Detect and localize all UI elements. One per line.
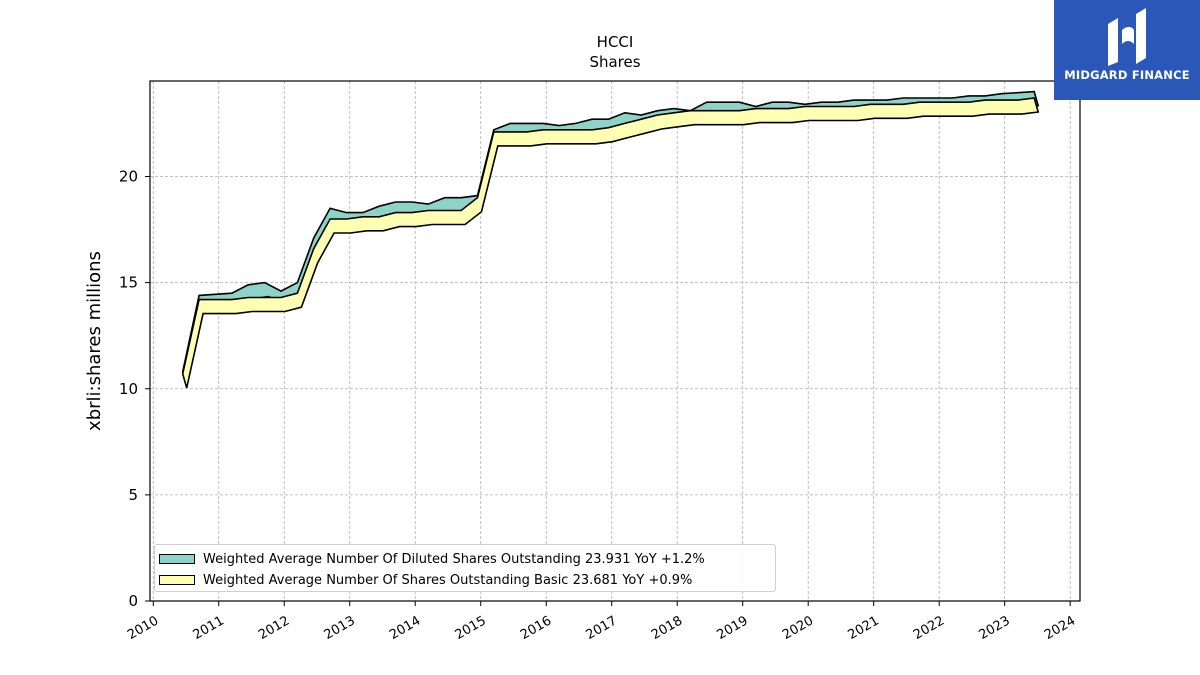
chart-title: HCCI [596, 33, 634, 51]
logo-mark-icon [1108, 8, 1146, 66]
plot-frame [149, 80, 1081, 602]
x-tick-label: 2010 [125, 613, 161, 643]
x-axis-ticks: 2010 2011 2012 2013 2014 2015 2016 2017 2018 2019… [125, 601, 1078, 643]
legend-label-diluted: Weighted Average Number Of Diluted Share… [203, 551, 705, 567]
y-tick-label: 10 [119, 380, 138, 398]
y-axis-label: xbrli:shares millions [84, 251, 105, 431]
x-tick-label: 2020 [780, 613, 816, 643]
y-tick-label: 5 [128, 486, 138, 504]
grid-lines [150, 81, 1080, 602]
y-axis-ticks: 0 5 10 15 20 [119, 168, 150, 610]
x-tick-label: 2014 [387, 613, 423, 643]
legend: Weighted Average Number Of Diluted Share… [154, 544, 776, 592]
y-tick-label: 20 [119, 168, 138, 186]
x-tick-label: 2022 [911, 613, 947, 643]
x-tick-label: 2015 [453, 613, 489, 643]
x-tick-label: 2024 [1042, 613, 1078, 643]
y-tick-label: 0 [128, 592, 138, 610]
legend-label-basic: Weighted Average Number Of Shares Outsta… [203, 572, 693, 588]
series-areas [181, 90, 1040, 389]
x-tick-label: 2017 [584, 613, 620, 643]
x-tick-label: 2018 [649, 613, 685, 643]
x-tick-label: 2021 [846, 613, 882, 643]
x-tick-label: 2019 [715, 613, 751, 643]
legend-item-basic: Weighted Average Number Of Shares Outsta… [159, 570, 692, 590]
x-tick-label: 2023 [977, 613, 1013, 643]
logo-text: MIDGARD FINANCE [1064, 68, 1190, 82]
x-tick-label: 2016 [518, 613, 554, 643]
chart-subtitle: Shares [589, 53, 641, 71]
series-basic-band [181, 97, 1040, 389]
x-tick-label: 2013 [322, 613, 358, 643]
x-tick-label: 2011 [191, 613, 227, 643]
y-tick-label: 15 [119, 274, 138, 292]
x-tick-label: 2012 [256, 613, 292, 643]
legend-swatch-diluted [159, 554, 195, 564]
brand-logo: MIDGARD FINANCE [1054, 0, 1200, 100]
legend-swatch-basic [159, 575, 195, 585]
legend-item-diluted: Weighted Average Number Of Diluted Share… [159, 549, 705, 569]
